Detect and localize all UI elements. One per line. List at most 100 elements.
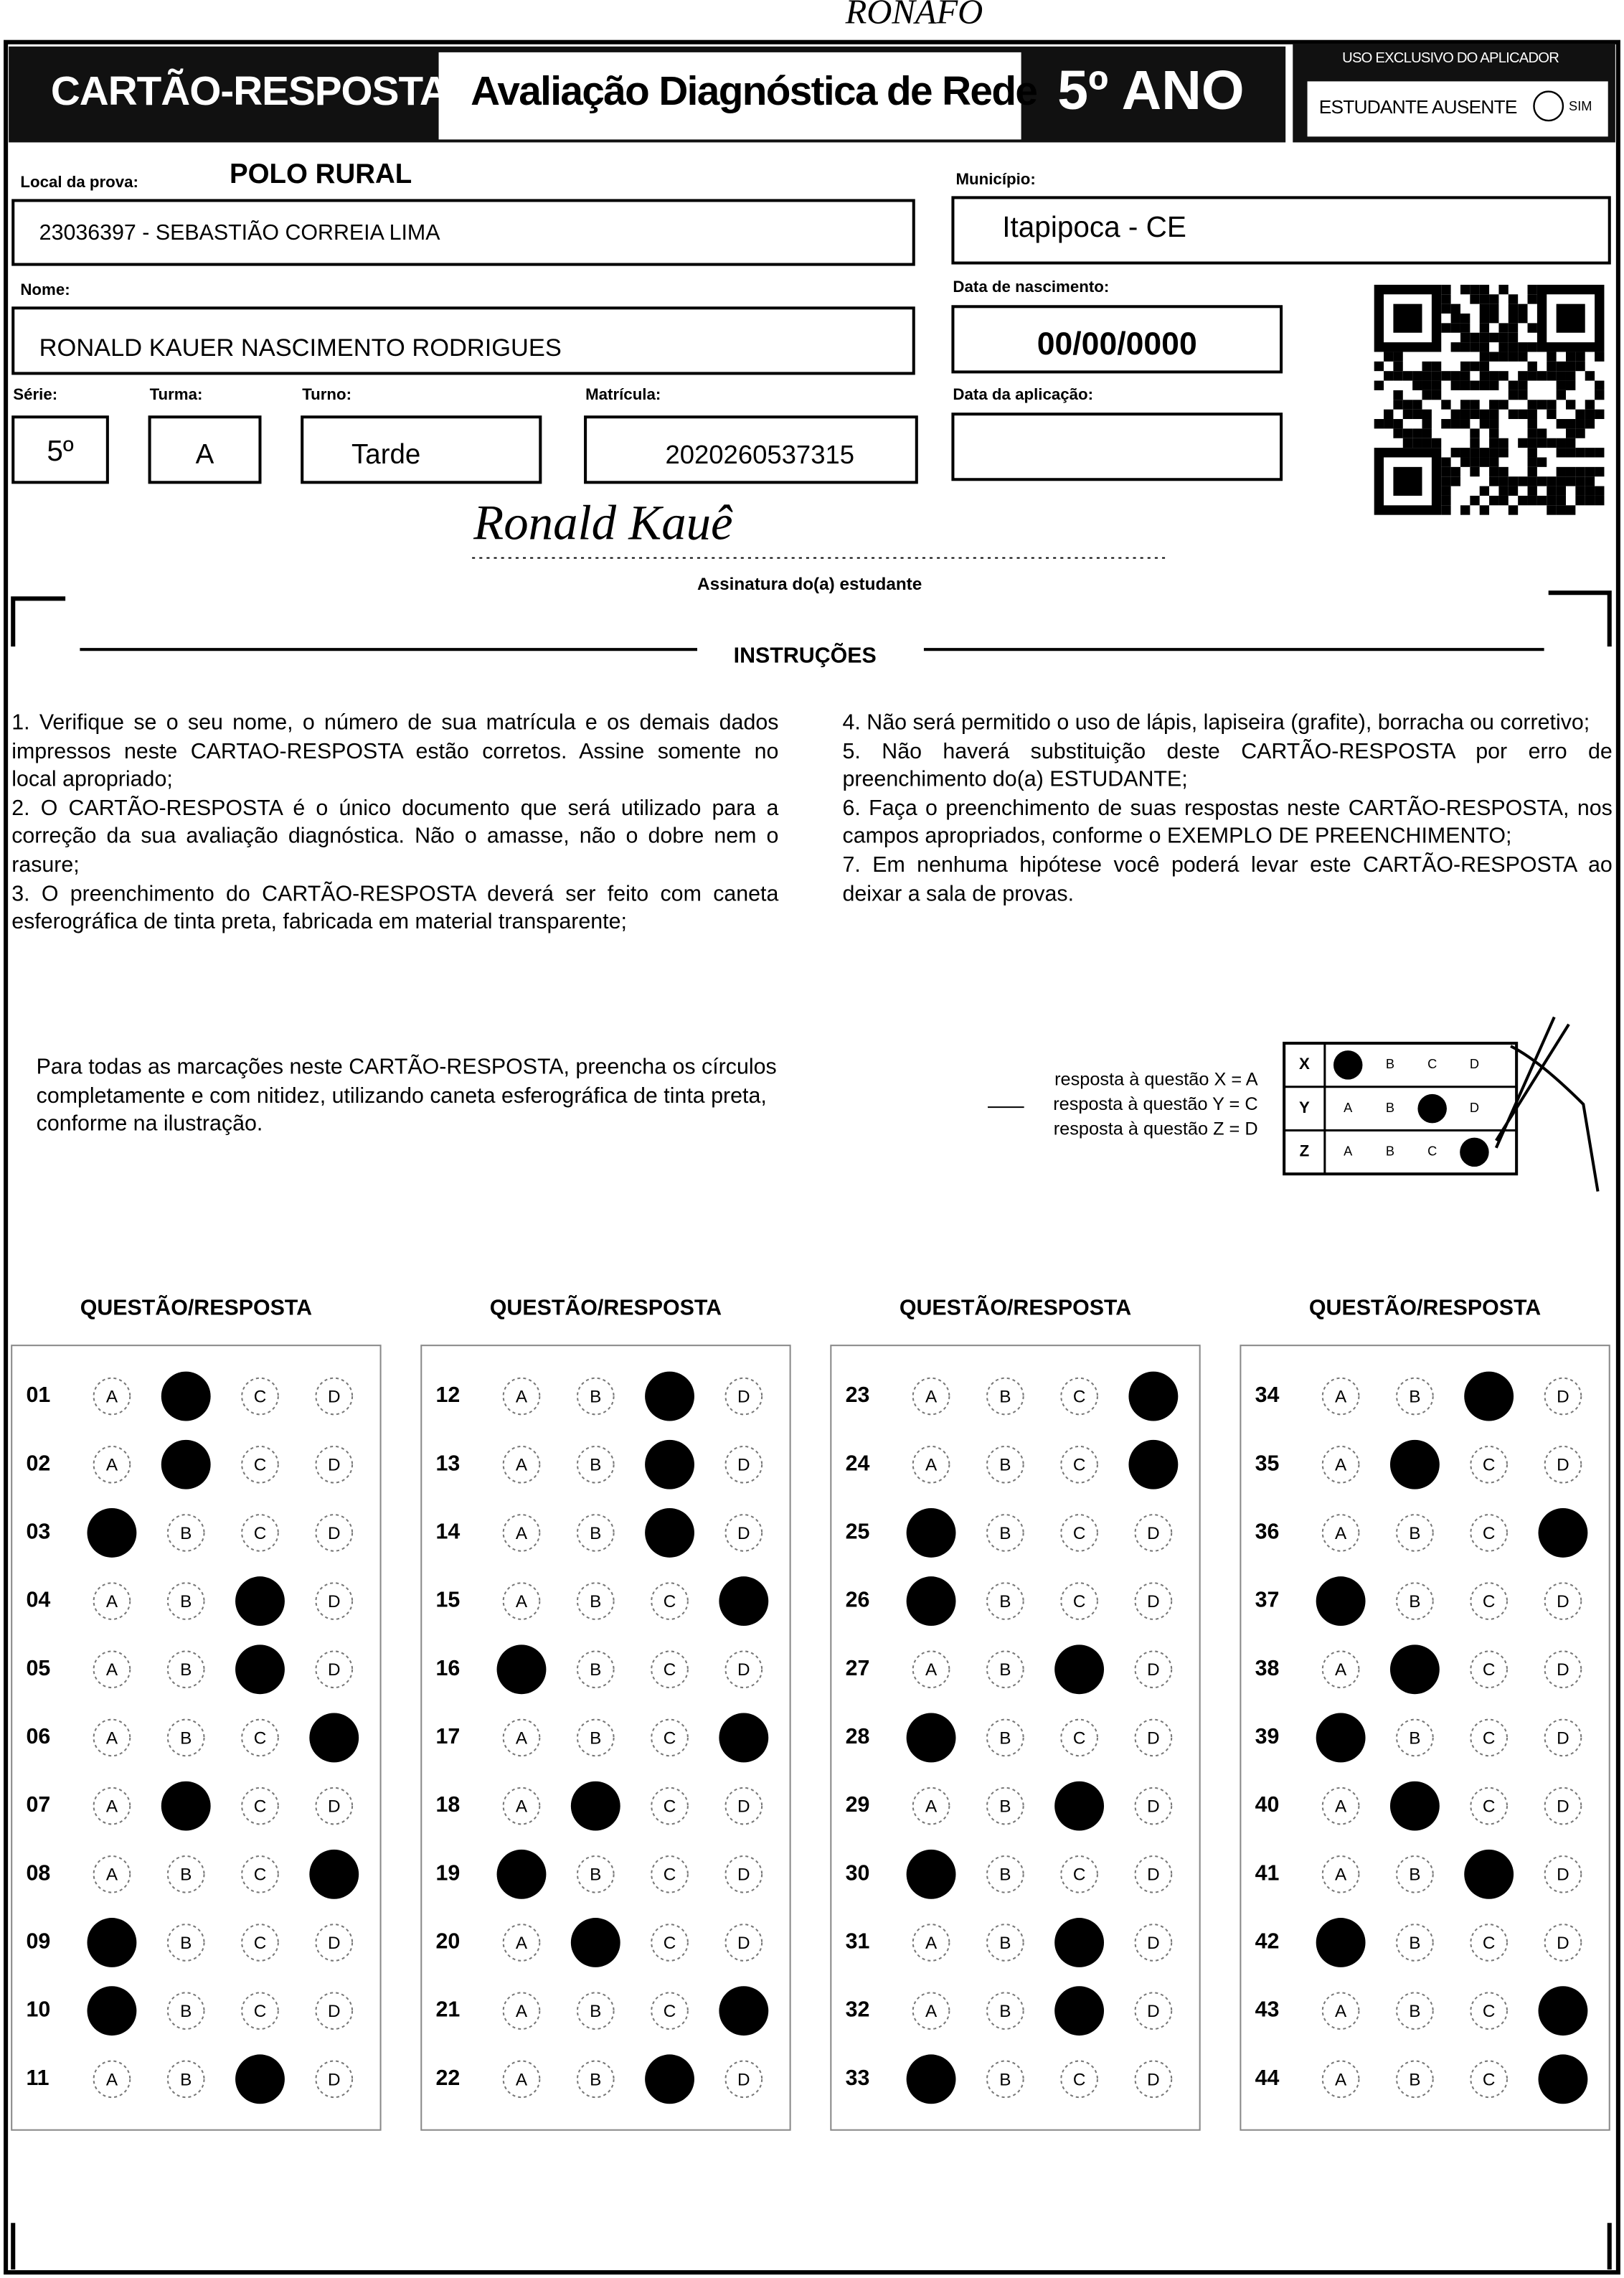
filled-bubble — [161, 1371, 211, 1421]
qr-cell — [1527, 457, 1537, 467]
bubble-letter: C — [1483, 1524, 1496, 1543]
qr-cell — [1556, 466, 1566, 477]
qr-cell — [1402, 371, 1413, 381]
qr-cell — [1518, 409, 1528, 420]
qr-cell — [1460, 380, 1470, 390]
qr-cell — [1575, 419, 1585, 429]
bubble-letter: A — [106, 1728, 118, 1748]
bubble-letter: B — [590, 1728, 601, 1748]
header-subtitle: Avaliação Diagnóstica de Rede — [471, 68, 1038, 113]
qr-cell — [1479, 352, 1490, 362]
qr-cell — [1402, 428, 1413, 438]
qr-cell — [1422, 361, 1432, 372]
qr-cell — [1479, 505, 1490, 515]
bubble — [724, 1377, 763, 1416]
bubble-letter: C — [664, 2002, 676, 2021]
qr-cell — [1489, 466, 1499, 477]
filled-bubble — [1316, 1576, 1366, 1627]
example-option: C — [1427, 1057, 1437, 1071]
qr-cell — [1384, 419, 1394, 429]
bubble-letter: C — [664, 1660, 676, 1680]
qr-cell — [1536, 438, 1547, 448]
question-number: 06 — [26, 1725, 50, 1748]
qr-cell — [1565, 352, 1576, 362]
filled-bubble — [719, 1713, 769, 1763]
bubble-letter: C — [664, 1934, 676, 1953]
qr-cell — [1508, 505, 1519, 515]
filled-bubble — [235, 2054, 285, 2104]
bubble — [93, 1582, 131, 1620]
example-option: A — [1344, 1144, 1353, 1159]
bubble-letter: B — [180, 1728, 192, 1748]
filled-bubble — [496, 1849, 547, 1899]
qr-cell — [1508, 486, 1519, 496]
pen-illustration — [1494, 1016, 1600, 1192]
qr-cell — [1508, 390, 1519, 400]
qr-cell — [1460, 409, 1470, 420]
qr-cell — [1527, 476, 1537, 486]
example-label: Y — [1299, 1098, 1310, 1116]
instruction: 1. Verifique se o seu nome, o número de … — [11, 710, 779, 793]
column-box — [11, 1345, 382, 2131]
qr-cell — [1527, 323, 1537, 333]
qr-finder — [1374, 284, 1442, 352]
absent-bubble[interactable] — [1533, 90, 1564, 122]
bubble-letter: A — [1335, 1388, 1347, 1407]
qr-cell — [1508, 342, 1519, 352]
question-number: 13 — [436, 1451, 461, 1475]
bubble-letter: B — [590, 1660, 601, 1680]
field-value: 2020260537315 — [665, 440, 855, 470]
qr-cell — [1565, 438, 1576, 448]
qr-cell — [1450, 448, 1460, 458]
qr-cell — [1412, 428, 1422, 438]
qr-code — [1374, 284, 1605, 515]
bubble — [1321, 1855, 1360, 1893]
bubble-letter: D — [328, 2070, 341, 2089]
qr-cell — [1479, 332, 1490, 343]
qr-cell — [1422, 390, 1432, 400]
bubble-letter: A — [925, 1660, 938, 1680]
bubble-letter: B — [180, 2002, 192, 2021]
qr-cell — [1431, 380, 1442, 390]
frame-corners — [11, 590, 1612, 2270]
column-box — [420, 1345, 791, 2131]
bubble-letter: C — [1483, 1592, 1496, 1611]
qr-cell — [1556, 505, 1566, 515]
bubble-letter: D — [328, 1592, 341, 1611]
bubble-letter: C — [254, 1797, 267, 1817]
qr-cell — [1536, 476, 1547, 486]
legend-line: resposta à questão Z = D — [1053, 1119, 1258, 1139]
bubble-letter: B — [999, 1728, 1011, 1748]
example-option: B — [1386, 1101, 1394, 1115]
bubble-letter: A — [516, 2002, 528, 2021]
qr-cell — [1565, 505, 1576, 515]
qr-cell — [1565, 361, 1576, 372]
filled-bubble — [1054, 1986, 1105, 2036]
filled-bubble — [1054, 1918, 1105, 1967]
filled-bubble — [906, 1576, 956, 1627]
qr-cell — [1498, 466, 1509, 477]
qr-cell — [1527, 486, 1537, 496]
qr-cell — [1518, 495, 1528, 506]
bubble-letter: A — [106, 1388, 118, 1407]
qr-cell — [1470, 380, 1480, 390]
qr-cell — [1518, 438, 1528, 448]
field-box — [951, 196, 1611, 265]
qr-cell — [1547, 495, 1557, 506]
qr-cell — [1489, 314, 1499, 324]
bubble-letter: A — [1335, 1865, 1347, 1885]
bubble-letter: B — [999, 1865, 1011, 1885]
filled-bubble — [309, 1849, 359, 1899]
bubble-letter: D — [1147, 2002, 1160, 2021]
bubble-letter: D — [1147, 1865, 1160, 1885]
bubble — [1321, 1445, 1360, 1484]
qr-cell — [1450, 409, 1460, 420]
qr-cell — [1470, 294, 1480, 304]
field-box — [11, 306, 915, 375]
field-value: 00/00/0000 — [1037, 325, 1197, 362]
qr-cell — [1585, 466, 1595, 477]
bubble-letter: B — [590, 2070, 601, 2089]
bubble-letter: A — [925, 1934, 938, 1953]
bubble — [1060, 1718, 1098, 1757]
